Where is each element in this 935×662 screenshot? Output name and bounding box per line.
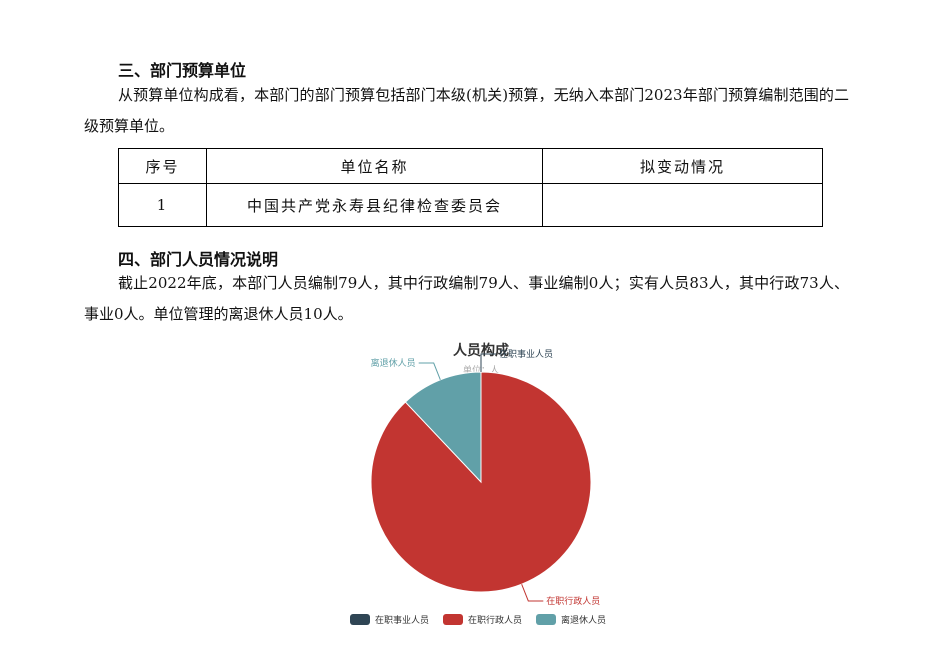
section4-heading: 四、部门人员情况说明 xyxy=(118,250,279,269)
legend-label-0[interactable]: 在职事业人员 xyxy=(375,614,429,626)
header-change: 拟变动情况 xyxy=(542,148,823,184)
label-line-2 xyxy=(418,362,441,380)
slice-label-2: 离退休人员 xyxy=(371,357,416,369)
slice-label-0: 在职事业人员 xyxy=(499,348,553,360)
chart-title: 人员构成 xyxy=(453,342,509,359)
cell-index: 1 xyxy=(118,183,207,227)
legend-label-2[interactable]: 离退休人员 xyxy=(561,614,606,626)
table-row: 1 中国共产党永寿县纪律检查委员会 xyxy=(118,183,823,227)
header-unit-name: 单位名称 xyxy=(206,148,543,184)
label-line-1 xyxy=(521,584,544,602)
section4-text: 截止2022年底，本部门人员编制79人，其中行政编制79人、事业编制0人；实有人… xyxy=(84,274,849,323)
slice-label-1: 在职行政人员 xyxy=(546,595,600,607)
section3-text: 从预算单位构成看，本部门的部门预算包括部门本级(机关)预算，无纳入本部门2023… xyxy=(84,86,849,135)
label-line-0 xyxy=(480,353,496,372)
legend-label-1[interactable]: 在职行政人员 xyxy=(468,614,522,626)
pie-chart: 人员构成 单位：人 在职事业人员在职行政人员离退休人员在职事业人员 在职行政人员离… xyxy=(350,342,606,626)
legend-swatch-1[interactable] xyxy=(443,614,463,625)
budget-unit-table: 序号 单位名称 拟变动情况 1 中国共产党永寿县纪律检查委员会 xyxy=(118,148,823,227)
cell-unit-name: 中国共产党永寿县纪律检查委员会 xyxy=(206,183,543,227)
legend-swatch-2[interactable] xyxy=(536,614,556,625)
legend-swatch-0[interactable] xyxy=(350,614,370,625)
header-index: 序号 xyxy=(118,148,207,184)
section3-heading: 三、部门预算单位 xyxy=(118,61,247,80)
cell-change xyxy=(542,183,823,227)
